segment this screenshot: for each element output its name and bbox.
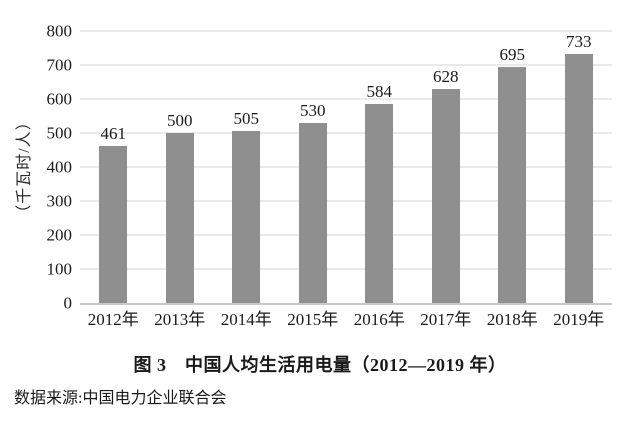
bar-group-2019年: 733	[546, 31, 613, 303]
gridline	[80, 98, 612, 100]
bar-value-label: 530	[300, 100, 326, 120]
x-axis-labels: 2012年 2013年 2014年 2015年 2016年 2017年 2018年 2019年	[80, 310, 612, 330]
y-tick-label: 400	[46, 157, 73, 177]
bar-group-2014年: 505	[213, 31, 280, 303]
x-axis-label: 2012年	[87, 310, 139, 329]
gridline	[80, 268, 612, 270]
bar-group-2017年: 628	[413, 31, 480, 303]
bar	[232, 131, 261, 303]
bars-container: 461 500 505 530 584 628 695 733	[80, 31, 612, 303]
x-axis-label: 2016年	[353, 310, 405, 329]
bar-group-2018年: 695	[479, 31, 546, 303]
bar	[498, 66, 527, 303]
y-tick-label: 600	[46, 89, 73, 109]
bar	[431, 89, 460, 303]
y-tick-label: 800	[46, 21, 73, 41]
x-axis-baseline	[80, 303, 612, 305]
bar	[165, 133, 194, 303]
y-tick-label: 700	[46, 55, 73, 75]
bar-value-label: 500	[167, 111, 193, 130]
bar-group-2016年: 584	[346, 31, 413, 303]
bar-group-2015年: 530	[280, 31, 347, 303]
bar	[99, 146, 128, 303]
y-tick-label: 300	[46, 191, 73, 211]
bar-group-2012年: 461	[80, 31, 147, 303]
bar	[564, 53, 593, 303]
y-axis-ticks: 0 100 200 300 400 500 600 700 800	[0, 23, 73, 312]
y-tick-label: 500	[46, 123, 73, 143]
x-axis-label: 2019年	[553, 310, 605, 329]
y-tick-label: 100	[46, 259, 73, 279]
gridline	[80, 166, 612, 168]
gridline	[80, 132, 612, 134]
bar-value-label: 584	[366, 82, 393, 102]
bar-value-label: 628	[433, 67, 459, 87]
bar-value-label: 461	[100, 124, 127, 144]
gridline	[80, 234, 612, 236]
x-axis-label: 2018年	[486, 310, 538, 329]
x-axis-label: 2014年	[220, 310, 272, 329]
bar-value-label: 505	[233, 109, 260, 129]
gridline	[80, 30, 612, 32]
x-axis-label: 2015年	[287, 310, 339, 329]
x-axis-label: 2013年	[154, 310, 206, 329]
plot-area: 461 500 505 530 584 628 695 733	[80, 30, 612, 305]
source-note: 数据来源:中国电力企业联合会	[14, 390, 227, 407]
y-tick-label: 0	[63, 293, 73, 313]
bar	[298, 122, 327, 303]
bar-value-label: 733	[566, 31, 592, 51]
y-tick-label: 200	[46, 225, 73, 245]
x-axis-label: 2017年	[420, 310, 472, 329]
gridline	[80, 200, 612, 202]
figure-caption: 图 3 中国人均生活用电量（2012—2019 年）	[133, 355, 507, 375]
bar	[365, 104, 394, 303]
bar-value-label: 695	[499, 44, 526, 64]
bar-group-2013年: 500	[147, 31, 214, 303]
gridline	[80, 64, 612, 66]
